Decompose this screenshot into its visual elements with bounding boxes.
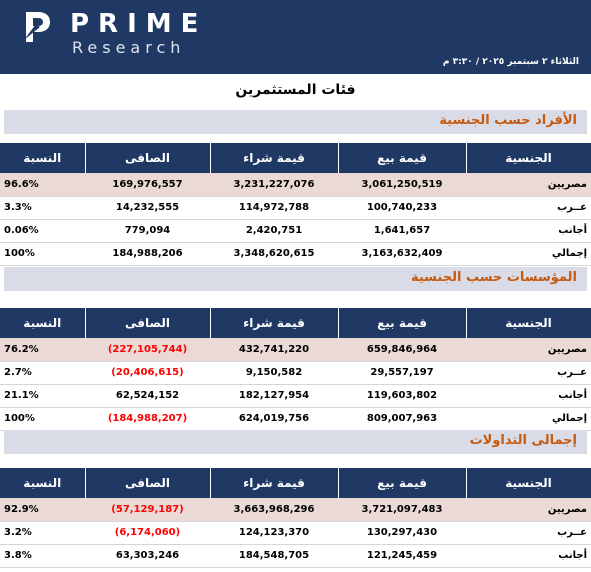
table-row: 92.9% (57,129,187) 3,663,968,296 3,721,097,… [0, 498, 591, 522]
cell-net: (6,174,060) [85, 521, 210, 545]
cell-buy: 184,548,705 [210, 544, 338, 568]
cell-buy: 124,123,370 [210, 521, 338, 545]
cell-sell: 3,721,097,483 [338, 498, 466, 522]
cell-ratio: 3.2% [0, 521, 85, 545]
data-table: النسبة الصافى قيمة شراء قيمة بيع الجنسية 96.6… [0, 143, 591, 266]
table-header-row: النسبة الصافى قيمة شراء قيمة بيع الجنسية [0, 468, 591, 498]
column-header-net: الصافى [85, 468, 211, 498]
cell-sell: 100,740,233 [338, 196, 466, 220]
brand-name: PRIME [70, 9, 208, 39]
table-header-row: النسبة الصافى قيمة شراء قيمة بيع الجنسية [0, 143, 591, 173]
prime-logo-icon [24, 12, 50, 42]
table-row: 3.8% 63,303,246 184,548,705 121,245,459 أجان… [0, 544, 591, 568]
column-header-buy: قيمة شراء [210, 308, 339, 338]
table-header-row: النسبة الصافى قيمة شراء قيمة بيع الجنسية [0, 308, 591, 338]
table-row: 100% 184,988,206 3,348,620,615 3,163,632,40… [0, 242, 591, 266]
column-header-nationality: الجنسية [466, 468, 591, 498]
column-header-nationality: الجنسية [466, 143, 591, 173]
cell-nationality: أجانب [466, 544, 591, 568]
table-row: 100% (184,988,207) 624,019,756 809,007,963 إ… [0, 407, 591, 431]
cell-ratio: 2.7% [0, 361, 85, 385]
data-table: النسبة الصافى قيمة شراء قيمة بيع الجنسية 76.2… [0, 308, 591, 431]
table-row: 0.06% 779,094 2,420,751 1,641,657 أجانب [0, 219, 591, 243]
cell-ratio: 100% [0, 242, 85, 266]
table-row: 2.7% (20,406,615) 9,150,582 29,557,197 عــرب [0, 361, 591, 385]
cell-ratio: 76.2% [0, 338, 85, 362]
cell-sell: 3,163,632,409 [338, 242, 466, 266]
column-header-ratio: النسبة [0, 143, 86, 173]
cell-buy: 432,741,220 [210, 338, 338, 362]
cell-ratio: 3.3% [0, 196, 85, 220]
cell-net: 184,988,206 [85, 242, 210, 266]
cell-nationality: عــرب [466, 361, 591, 385]
cell-net: (20,406,615) [85, 361, 210, 385]
cell-sell: 119,603,802 [338, 384, 466, 408]
cell-sell: 121,245,459 [338, 544, 466, 568]
report-header: PRIME Research الثلاثاء ٢ سبتمبر ٢٠٢٥ / … [0, 0, 591, 74]
column-header-sell: قيمة بيع [338, 308, 467, 338]
cell-buy: 9,150,582 [210, 361, 338, 385]
table-row: 76.2% (227,105,744) 432,741,220 659,846,964… [0, 338, 591, 362]
column-header-net: الصافى [85, 308, 211, 338]
page-title: فئات المستثمرين [235, 82, 356, 98]
cell-nationality: عــرب [466, 196, 591, 220]
section-title: إجمالى التداولات [469, 433, 577, 448]
brand-subtitle: Research [72, 38, 186, 57]
cell-nationality: مصريين [466, 498, 591, 522]
section-header: المؤسسات حسب الجنسية [4, 267, 587, 291]
table-row: 3.3% 14,232,555 114,972,788 100,740,233 عــر… [0, 196, 591, 220]
cell-ratio: 96.6% [0, 173, 85, 197]
cell-sell: 3,061,250,519 [338, 173, 466, 197]
column-header-sell: قيمة بيع [338, 468, 467, 498]
cell-nationality: أجانب [466, 384, 591, 408]
cell-nationality: مصريين [466, 338, 591, 362]
cell-nationality: إجمالي [466, 242, 591, 266]
cell-sell: 809,007,963 [338, 407, 466, 431]
column-header-ratio: النسبة [0, 468, 86, 498]
cell-sell: 130,297,430 [338, 521, 466, 545]
section-title: المؤسسات حسب الجنسية [410, 270, 577, 285]
cell-ratio: 100% [0, 407, 85, 431]
cell-ratio: 3.8% [0, 544, 85, 568]
column-header-ratio: النسبة [0, 308, 86, 338]
cell-net: 169,976,557 [85, 173, 210, 197]
table-row: 3.2% (6,174,060) 124,123,370 130,297,430 عــ… [0, 521, 591, 545]
column-header-sell: قيمة بيع [338, 143, 467, 173]
cell-net: (227,105,744) [85, 338, 210, 362]
data-table: النسبة الصافى قيمة شراء قيمة بيع الجنسية 92.9… [0, 468, 591, 568]
cell-ratio: 21.1% [0, 384, 85, 408]
cell-net: 779,094 [85, 219, 210, 243]
cell-nationality: أجانب [466, 219, 591, 243]
table-row: 21.1% 62,524,152 182,127,954 119,603,802 أجا… [0, 384, 591, 408]
cell-sell: 659,846,964 [338, 338, 466, 362]
cell-ratio: 92.9% [0, 498, 85, 522]
cell-buy: 624,019,756 [210, 407, 338, 431]
report-datetime: الثلاثاء ٢ سبتمبر ٢٠٢٥ / ٣:٣٠ م [442, 57, 579, 67]
cell-net: 63,303,246 [85, 544, 210, 568]
column-header-net: الصافى [85, 143, 211, 173]
cell-net: 14,232,555 [85, 196, 210, 220]
cell-buy: 3,663,968,296 [210, 498, 338, 522]
cell-buy: 3,348,620,615 [210, 242, 338, 266]
column-header-buy: قيمة شراء [210, 468, 339, 498]
cell-buy: 114,972,788 [210, 196, 338, 220]
cell-nationality: مصريين [466, 173, 591, 197]
section-title: الأفراد حسب الجنسية [439, 113, 577, 128]
cell-buy: 182,127,954 [210, 384, 338, 408]
cell-sell: 1,641,657 [338, 219, 466, 243]
cell-sell: 29,557,197 [338, 361, 466, 385]
cell-net: (57,129,187) [85, 498, 210, 522]
cell-nationality: إجمالي [466, 407, 591, 431]
cell-net: 62,524,152 [85, 384, 210, 408]
column-header-buy: قيمة شراء [210, 143, 339, 173]
cell-buy: 3,231,227,076 [210, 173, 338, 197]
column-header-nationality: الجنسية [466, 308, 591, 338]
cell-ratio: 0.06% [0, 219, 85, 243]
cell-nationality: عــرب [466, 521, 591, 545]
cell-net: (184,988,207) [85, 407, 210, 431]
table-row: 96.6% 169,976,557 3,231,227,076 3,061,250,5… [0, 173, 591, 197]
section-header: إجمالى التداولات [4, 430, 587, 454]
cell-buy: 2,420,751 [210, 219, 338, 243]
section-header: الأفراد حسب الجنسية [4, 110, 587, 134]
